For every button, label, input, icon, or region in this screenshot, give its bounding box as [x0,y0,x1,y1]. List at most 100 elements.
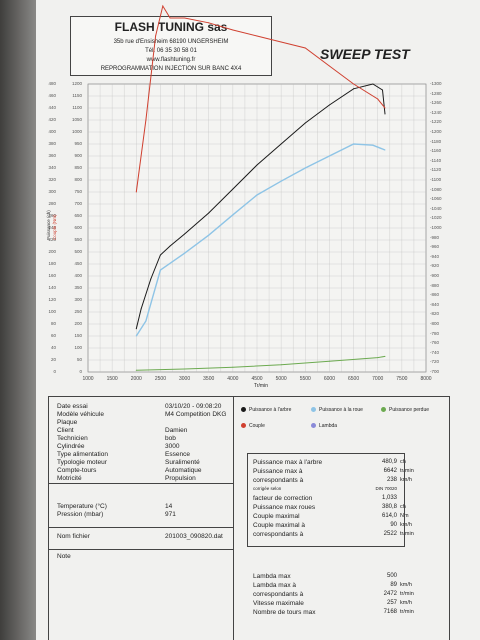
result-unit: km/h [400,522,412,528]
series-point-1 [372,144,374,146]
series-point-1 [353,143,355,145]
info-label: Client [57,427,74,434]
series-point-0 [184,233,186,235]
series-point-2 [256,35,258,37]
info-label: Plaque [57,419,78,426]
y-tick-lambda: -840 [430,301,440,307]
y-tick-lambda: -1180 [430,138,442,144]
test-info-panel: Date essai 03/10/20 - 09:08:20 Modèle véhi… [48,396,450,640]
y-tick-power: 340 [48,165,56,170]
series-point-1 [280,180,282,182]
x-axis-label: Tr/min [254,383,268,389]
x-tick-label: 2500 [154,376,166,382]
series-point-2 [280,41,282,43]
y-tick-lambda: -1240 [430,109,442,115]
y-tick-lambda: -1040 [430,205,442,211]
series-point-2 [155,35,157,37]
info-label: Modèle véhicule [57,411,104,418]
result-label: Puissance max roues [253,504,316,511]
series-point-0 [384,113,386,115]
series-point-0 [208,212,210,214]
info-label: Cylindrée [57,443,85,450]
y-tick-lambda: -740 [430,349,440,355]
series-point-0 [256,164,258,166]
y-tick-torque: 850 [74,165,82,170]
info-label: Motricité [57,475,82,482]
y-tick-power: 280 [48,201,56,206]
y-tick-torque: 1100 [72,105,82,110]
series-point-0 [382,89,384,91]
result-value: 238 [386,477,397,483]
info-value: 971 [165,511,176,518]
y-tick-torque: 100 [74,345,82,350]
result-label: Puissance max à l'arbre [253,459,323,466]
info-label: Type alimentation [57,451,108,458]
series-point-3 [328,360,330,362]
lambda-label: Nombre de tours max [253,609,316,616]
lambda-label: Vitesse maximale [253,600,304,607]
y-tick-power: 0 [53,369,56,374]
info-label: Compte-tours [57,467,97,474]
x-tick-label: 4000 [227,376,239,382]
y-tick-torque: 400 [74,273,82,278]
y-axis-label-power: Puissance (ch) [46,210,51,240]
company-address: 35b rue d'Ensisheim 68190 UNGERSHEIM [113,39,229,45]
y-tick-lambda: -1220 [430,119,442,125]
y-tick-torque: 900 [74,153,82,158]
legend-label: Puissance perdue [389,407,430,413]
legend-swatch [241,423,246,428]
series-point-1 [256,194,258,196]
info-value: 03/10/20 - 09:08:20 [165,403,222,410]
lambda-label: correspondants à [253,591,304,598]
y-axis-label-torque: Couple (Nm) [52,214,57,240]
series-point-0 [140,308,142,310]
series-point-3 [232,366,234,368]
y-tick-lambda: -1140 [430,157,442,163]
page-edge-shadow [0,0,36,640]
series-point-2 [384,107,386,109]
y-tick-lambda: -980 [430,234,440,240]
company-name: FLASH TUNING sas [114,20,228,34]
company-website: www.flashtuning.fr [146,57,196,63]
result-label: Puissance max à [253,468,303,475]
series-point-0 [135,328,137,330]
result-label: Couple maximal [253,513,300,520]
y-tick-lambda: -780 [430,330,440,336]
legend-label: Puissance à l'arbre [249,407,292,413]
y-tick-lambda: -860 [430,292,440,298]
series-point-1 [328,155,330,157]
info-value: 3000 [165,443,180,450]
series-point-3 [377,357,379,359]
info-value: Suralimenté [165,459,200,466]
y-tick-lambda: -1080 [430,186,442,192]
series-point-0 [280,143,282,145]
series-point-2 [135,191,137,193]
y-tick-power: 300 [48,189,56,194]
result-value: 2522 [383,531,397,537]
lambda-label: Lambda max [253,573,291,580]
result-unit: km/h [400,477,412,483]
legend-label: Puissance à la roue [319,407,363,413]
y-tick-power: 200 [48,249,56,254]
y-tick-torque: 450 [74,261,82,266]
y-tick-torque: 300 [74,297,82,302]
y-tick-torque: 500 [74,249,82,254]
info-value: 14 [165,503,173,510]
result-value: 380,8 [381,504,397,510]
lambda-value: 89 [390,582,397,588]
y-tick-torque: 800 [74,177,82,182]
series-point-2 [353,83,355,85]
lambda-value: 500 [386,573,397,579]
series-point-0 [353,88,355,90]
y-tick-lambda: -1000 [430,225,442,230]
dyno-report-sheet: FLASH TUNING sas 35b rue d'Ensisheim 681… [36,0,480,640]
y-tick-power: 320 [48,177,56,182]
y-tick-lambda: -1280 [430,90,442,96]
y-tick-power: 120 [48,297,56,302]
results-frame [247,453,405,547]
chart-canvas [87,4,427,373]
y-tick-lambda: -1260 [430,100,442,106]
y-tick-lambda: -940 [430,253,440,259]
series-point-0 [169,245,171,247]
y-tick-lambda: -900 [430,273,440,278]
